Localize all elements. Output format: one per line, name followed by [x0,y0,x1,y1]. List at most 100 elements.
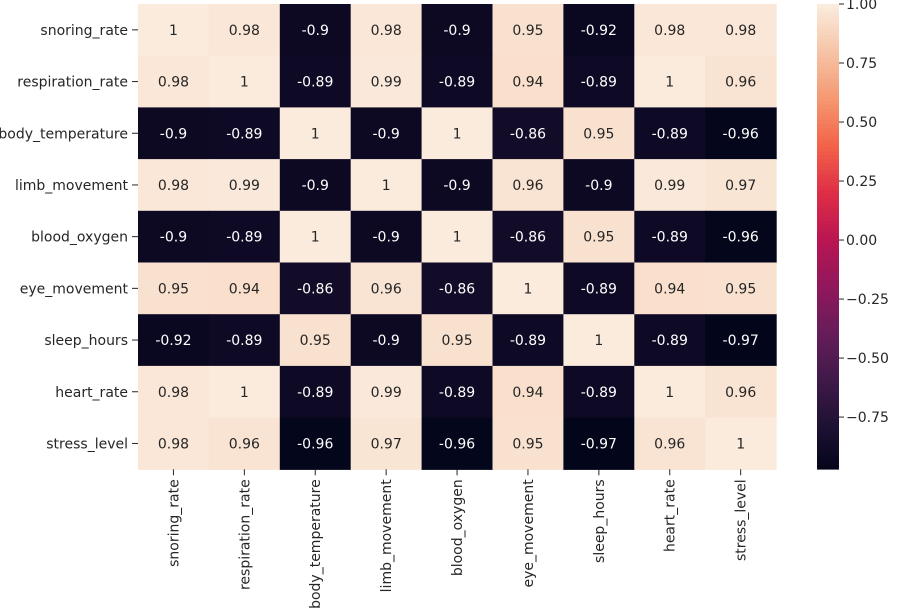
colorbar-segment [817,15,839,21]
x-tick-label: sleep_hours [592,479,608,563]
heatmap-cell [634,210,706,264]
heatmap-cell [138,4,210,57]
x-tick-label: snoring_rate [166,479,182,567]
heatmap-cell [563,210,635,264]
colorbar-segment [817,35,839,40]
colorbar-segment [817,240,839,245]
colorbar-tick-label: 0.50 [846,115,877,131]
y-tick-label: blood_oxygen [31,230,128,246]
cell-value-label: -0.89 [297,385,333,401]
heatmap-cell [208,210,281,264]
colorbar-segment [817,317,839,323]
heatmap-cell [208,314,281,367]
heatmap-cell [208,262,281,315]
cell-value-label: 1 [240,75,249,91]
cell-value-label: -0.9 [372,333,399,349]
cell-value-label: 0.99 [371,385,402,401]
heatmap-cell [492,314,564,367]
cell-value-label: 0.96 [371,281,402,297]
colorbar-segment [817,193,839,199]
heatmap-cell [350,159,423,212]
colorbar-tick-label: −0.50 [846,351,889,367]
colorbar-segment [817,46,839,52]
y-tick-label: snoring_rate [40,23,128,39]
colorbar-segment [817,461,839,466]
cell-value-label: 1 [453,126,462,142]
colorbar-segment [817,294,839,300]
colorbar-segment [817,77,839,83]
cell-value-label: -0.86 [510,230,546,246]
colorbar-segment [817,414,839,420]
colorbar-segment [817,139,839,145]
colorbar-segment [817,244,839,249]
colorbar-segment [817,4,839,9]
colorbar-segment [817,379,839,385]
colorbar-segment [817,112,839,117]
x-tick-label: heart_rate [663,479,679,552]
colorbar-segment [817,62,839,67]
colorbar-segment [817,224,839,230]
colorbar-segment [817,205,839,210]
cell-value-label: 0.98 [725,23,756,39]
colorbar-segment [817,166,839,172]
colorbar-segment [817,255,839,261]
y-tick-label: stress_level [46,436,128,452]
colorbar-segment [817,337,839,342]
colorbar-tick-label: 0.25 [846,174,877,190]
colorbar-segment [817,108,839,114]
colorbar-segment [817,314,839,319]
cell-value-label: -0.89 [652,230,688,246]
cell-value-label: 0.95 [300,333,331,349]
colorbar-segment [817,306,839,311]
colorbar-segment [817,283,839,288]
x-tick-label: respiration_rate [237,479,253,590]
colorbar-segment [817,128,839,133]
colorbar-segment [817,69,839,75]
colorbar-segment [817,201,839,207]
heatmap-cells [138,4,777,470]
heatmap-cell [705,4,777,57]
colorbar-segment [817,286,839,292]
colorbar-segment [817,178,839,183]
y-tick-label: eye_movement [20,281,129,297]
colorbar-segment [817,441,839,447]
colorbar-segment [817,302,839,307]
heatmap-cell [634,4,706,57]
heatmap-cell [563,159,635,212]
colorbar-segment [817,209,839,214]
cell-value-label: 1 [736,436,745,452]
heatmap-cell [421,107,494,160]
heatmap-cell [492,262,564,315]
heatmap-cell [279,365,352,419]
cell-value-label: -0.9 [372,126,399,142]
colorbar-segment [817,31,839,36]
colorbar-segment [817,89,839,94]
cell-value-label: 0.98 [371,23,402,39]
colorbar-segment [817,73,839,79]
cell-value-label: 1 [311,126,320,142]
heatmap-cell [705,365,777,419]
heatmap-cell [138,107,210,160]
colorbar-tick-label: 0.75 [846,56,877,72]
cell-value-label: 1 [240,385,249,401]
heatmap-cell [634,417,706,470]
colorbar-segment [817,465,839,470]
colorbar-segment [817,162,839,168]
heatmap-cell [350,55,423,108]
colorbar-segment [817,54,839,59]
colorbar-segment [817,321,839,327]
cell-value-label: 0.95 [583,230,614,246]
heatmap-cell [138,365,210,419]
cell-value-label: -0.9 [585,178,612,194]
colorbar-segment [817,445,839,451]
colorbar-segment [817,120,839,125]
heatmap-cell [421,55,494,108]
colorbar-segment [817,275,839,280]
cell-value-label: 0.98 [654,23,685,39]
colorbar-segment [817,345,839,350]
cell-value-label: -0.89 [297,75,333,91]
heatmap-cell [705,314,777,367]
cell-value-label: -0.96 [723,230,759,246]
colorbar-segment [817,395,839,400]
